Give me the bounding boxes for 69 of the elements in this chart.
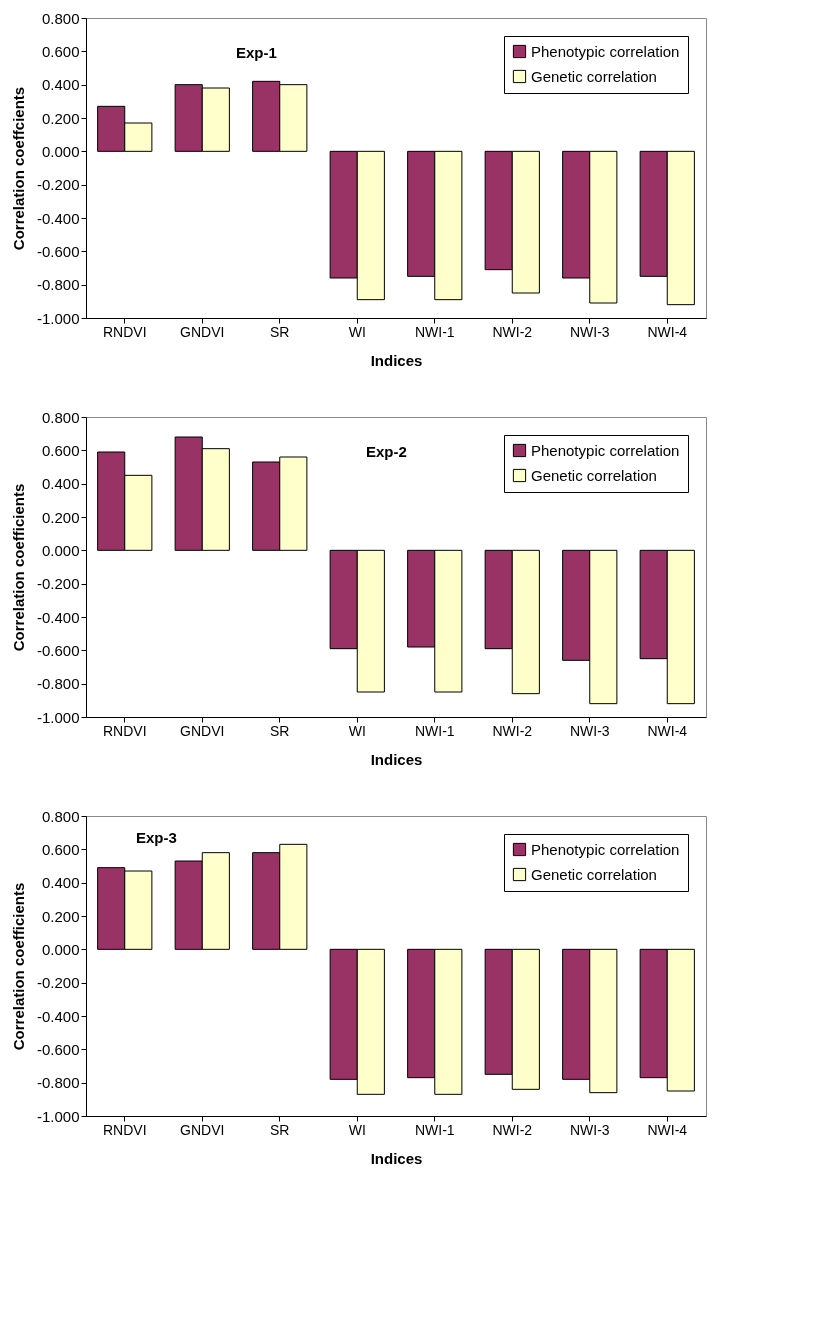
y-tick-label: -0.800 (36, 1074, 80, 1092)
x-tick-label: NWI-1 (414, 722, 455, 739)
x-tick-label: NWI-3 (569, 323, 610, 340)
x-tick-label: NWI-2 (492, 722, 533, 739)
y-tick-label: 0.400 (41, 475, 80, 493)
y-tick-label: 0.200 (41, 907, 80, 925)
x-tick-label: NWI-3 (569, 1121, 610, 1138)
x-tick-label: NWI-4 (647, 1121, 688, 1138)
y-tick-label: -0.400 (36, 1007, 80, 1025)
legend-label: Genetic correlation (531, 67, 657, 85)
y-tick-label: -0.200 (36, 176, 80, 194)
y-tick-label: -0.400 (36, 608, 80, 626)
x-tick-label: NWI-1 (414, 1121, 455, 1138)
y-axis-title: Correlation coeffcients (9, 86, 27, 251)
x-tick-label: RNDVI (102, 722, 147, 739)
y-tick-label: 0.800 (41, 408, 80, 426)
y-axis-title: Correlation coefficients (9, 483, 27, 652)
legend-label: Phenotypic correlation (531, 42, 680, 60)
x-tick-label: NWI-4 (647, 323, 688, 340)
x-tick-label: GNDVI (180, 1121, 225, 1138)
legend-label: Phenotypic correlation (531, 441, 680, 459)
x-tick-label: NWI-1 (414, 323, 455, 340)
x-tick-label: GNDVI (180, 722, 225, 739)
x-axis-title: Indices (370, 351, 423, 369)
x-tick-label: RNDVI (102, 1121, 147, 1138)
legend-label: Genetic correlation (531, 466, 657, 484)
y-tick-label: 0.600 (41, 441, 80, 459)
y-tick-label: -1.000 (36, 708, 80, 726)
y-tick-label: -1.000 (36, 309, 80, 327)
y-tick-label: -0.800 (36, 276, 80, 294)
legend-label: Phenotypic correlation (531, 840, 680, 858)
x-tick-label: WI (348, 722, 366, 739)
y-tick-label: 0.400 (41, 76, 80, 94)
y-tick-label: 0.800 (41, 807, 80, 825)
x-axis-title: Indices (370, 1149, 423, 1167)
x-tick-label: GNDVI (180, 323, 225, 340)
annotation: Exp-3 (136, 829, 177, 846)
y-tick-label: 0.000 (41, 142, 80, 160)
x-tick-label: NWI-2 (492, 323, 533, 340)
legend-label: Genetic correlation (531, 865, 657, 883)
x-axis-title: Indices (370, 750, 423, 768)
y-tick-label: 0.800 (41, 9, 80, 27)
y-tick-label: 0.000 (41, 541, 80, 559)
annotation: Exp-1 (236, 44, 277, 61)
y-axis-title: Correlation coefficients (9, 882, 27, 1051)
y-tick-label: 0.600 (41, 840, 80, 858)
y-tick-label: 0.000 (41, 940, 80, 958)
y-tick-label: -0.600 (36, 641, 80, 659)
x-tick-label: SR (270, 722, 290, 739)
annotation: Exp-2 (366, 443, 407, 460)
x-tick-label: NWI-4 (647, 722, 688, 739)
x-tick-label: RNDVI (102, 323, 147, 340)
y-tick-label: -0.600 (36, 1040, 80, 1058)
x-tick-label: SR (270, 1121, 290, 1138)
y-tick-label: 0.400 (41, 874, 80, 892)
y-tick-label: 0.200 (41, 109, 80, 127)
y-tick-label: -0.400 (36, 209, 80, 227)
x-tick-label: SR (270, 323, 290, 340)
y-tick-label: -0.200 (36, 575, 80, 593)
y-tick-label: -0.800 (36, 675, 80, 693)
x-tick-label: WI (348, 1121, 366, 1138)
y-tick-label: -1.000 (36, 1107, 80, 1125)
x-tick-label: NWI-3 (569, 722, 610, 739)
y-tick-label: -0.200 (36, 974, 80, 992)
x-tick-label: NWI-2 (492, 1121, 533, 1138)
y-tick-label: -0.600 (36, 242, 80, 260)
y-tick-label: 0.600 (41, 42, 80, 60)
y-tick-label: 0.200 (41, 508, 80, 526)
x-tick-label: WI (348, 323, 366, 340)
